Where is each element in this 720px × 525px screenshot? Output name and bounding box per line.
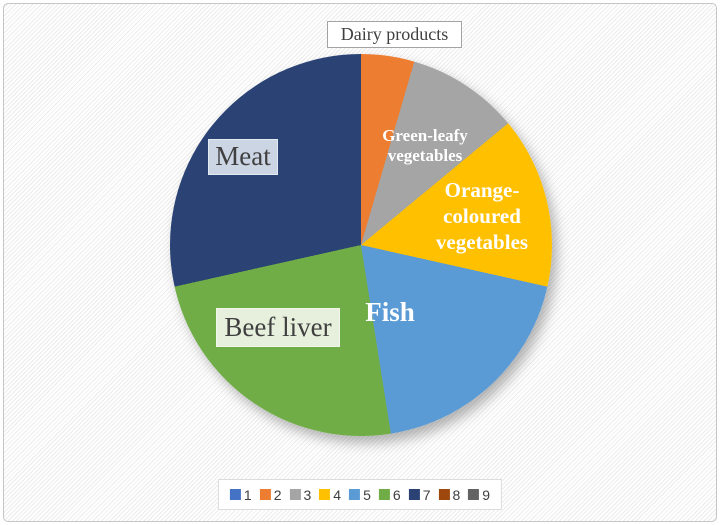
legend-item-9: 9 (468, 487, 490, 503)
legend-item-8: 8 (438, 487, 460, 503)
legend-item-7: 7 (408, 486, 431, 503)
legend-swatch (468, 489, 480, 500)
data-label-dairy-products: Dairy products (327, 21, 462, 48)
data-label-beef-liver: Beef liver (216, 308, 340, 347)
legend-item-5: 5 (349, 487, 371, 503)
legend-label: 8 (452, 486, 461, 503)
legend-item-4: 4 (319, 487, 341, 503)
legend-label: 6 (392, 486, 401, 503)
legend-label: 1 (243, 486, 252, 503)
legend-swatch (408, 489, 420, 500)
legend-swatch (289, 489, 301, 500)
legend-swatch (349, 489, 361, 500)
legend-label: 2 (273, 486, 282, 503)
legend-item-2: 2 (259, 486, 282, 503)
legend-label: 7 (422, 486, 431, 503)
legend-swatch (229, 489, 241, 500)
legend-swatch (378, 489, 390, 500)
legend-item-1: 1 (229, 486, 252, 503)
pie-chart (170, 54, 552, 436)
legend-item-3: 3 (289, 486, 312, 503)
legend-swatch (319, 489, 331, 500)
legend-item-6: 6 (378, 486, 401, 503)
legend-label: 9 (482, 486, 491, 503)
legend-label: 3 (303, 486, 312, 503)
data-label-orange-coloured-vegetables: Orange-coloured vegetables (435, 178, 529, 254)
legend-swatch (438, 489, 450, 500)
data-label-fish: Fish (365, 297, 415, 327)
data-label-meat: Meat (208, 139, 278, 175)
legend-label: 5 (363, 486, 371, 503)
legend-label: 4 (333, 486, 342, 503)
chart-legend: 1 2 3 4 5 6 7 8 9 (217, 479, 503, 510)
data-label-green-leafy-vegetables: Green-leafy vegetables (382, 126, 468, 165)
legend-swatch (259, 489, 271, 500)
